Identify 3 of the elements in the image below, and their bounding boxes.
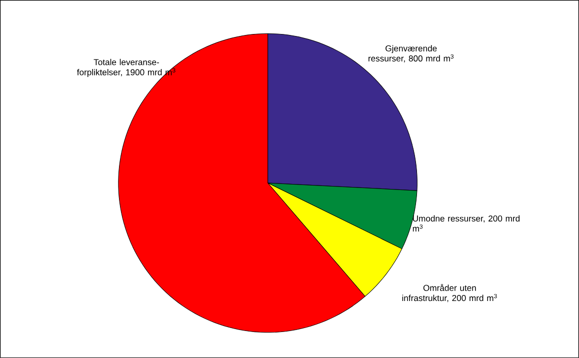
slice-label: Umodne ressurser, 200 mrd m$^{3}$ <box>412 215 520 232</box>
slice-label: Områder uten infrastruktur, 200 mrd m$^{3}$ <box>402 284 497 302</box>
slice-label: Gjenværende ressurser, 800 mrd m$^{3}$ <box>368 45 454 63</box>
